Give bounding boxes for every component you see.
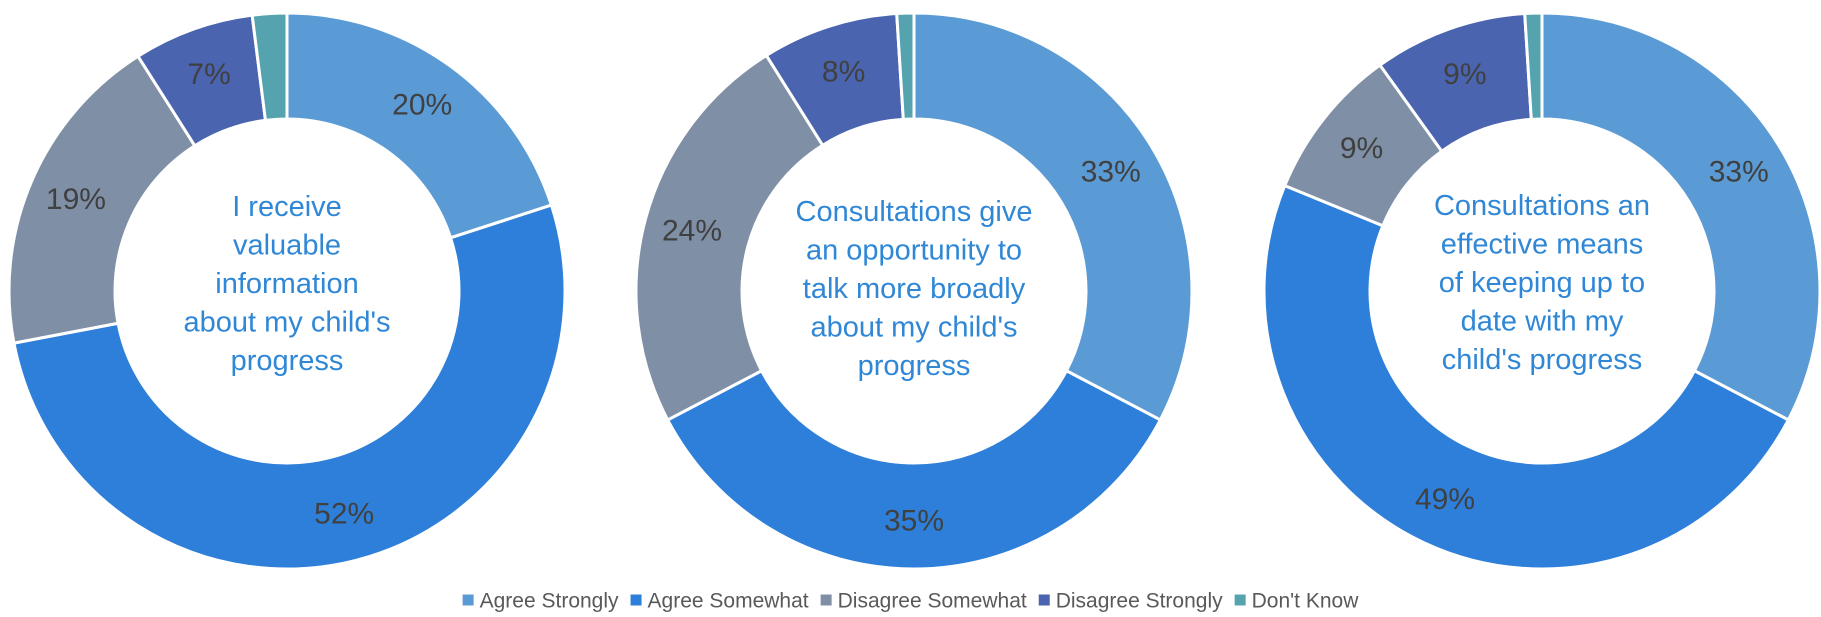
- legend-label: Don't Know: [1252, 590, 1360, 613]
- data-label: 35%: [884, 505, 944, 538]
- data-label: 24%: [662, 214, 722, 247]
- donut-center-title: Consultations an effective means of keepin…: [1434, 190, 1650, 376]
- donut-slice-agree-somewhat: [666, 369, 1162, 571]
- data-label: 20%: [392, 88, 452, 121]
- legend-item: Agree Strongly: [462, 590, 619, 613]
- donut-slice-agree-somewhat: [1262, 184, 1790, 571]
- donut-center-title: Consultations give an opportunity to talk …: [796, 196, 1033, 382]
- center-title-line: Consultations give: [796, 196, 1033, 228]
- center-title-line: I receive: [232, 191, 342, 223]
- center-title-line: progress: [858, 350, 971, 382]
- center-title-line: about my child's: [810, 312, 1017, 344]
- donut-chart-2: 33% 35% 24% 8% Consultations give an opportun…: [634, 11, 1194, 571]
- donut-slice-agree-strongly: [1540, 11, 1821, 422]
- legend-label: Disagree Somewhat: [838, 590, 1027, 613]
- data-label: 33%: [1709, 155, 1769, 188]
- donut-slice-disagree-somewhat: [7, 54, 197, 345]
- data-label: 19%: [46, 183, 106, 216]
- center-title-line: an opportunity to: [806, 235, 1022, 267]
- legend: Agree Strongly Agree Somewhat Disagree Som…: [462, 590, 1360, 613]
- legend-item: Disagree Somewhat: [820, 590, 1027, 613]
- donut-chart-1: 20% 52% 19% 7% I receive valuable information a…: [7, 11, 567, 571]
- data-label: 9%: [1443, 58, 1486, 91]
- legend-label: Disagree Strongly: [1056, 590, 1223, 613]
- donut-slice-agree-somewhat: [12, 203, 567, 571]
- data-label: 9%: [1340, 132, 1383, 165]
- data-label: 33%: [1081, 155, 1141, 188]
- legend-swatch: [1038, 594, 1050, 606]
- center-title-line: effective means: [1441, 229, 1644, 261]
- donut-slice-agree-strongly: [285, 11, 553, 240]
- center-title-line: about my child's: [183, 307, 390, 339]
- donut-slice-agree-strongly: [912, 11, 1194, 422]
- legend-swatch: [462, 594, 474, 606]
- center-title-line: Consultations an: [1434, 190, 1650, 222]
- donut-slice-don-t-know: [250, 11, 289, 122]
- legend-item: Agree Somewhat: [630, 590, 809, 613]
- donut-slice-don-t-know: [1523, 11, 1544, 121]
- center-title-line: progress: [231, 345, 344, 377]
- legend-label: Agree Somewhat: [648, 590, 809, 613]
- center-title-line: child's progress: [1442, 344, 1643, 376]
- donut-center-title: I receive valuable information about my chi…: [183, 191, 390, 377]
- legend-swatch: [630, 594, 642, 606]
- legend-swatch: [820, 594, 832, 606]
- center-title-line: valuable: [233, 230, 341, 262]
- legend-item: Disagree Strongly: [1038, 590, 1223, 613]
- legend-label: Agree Strongly: [480, 590, 619, 613]
- data-label: 7%: [187, 58, 230, 91]
- donut-slice-don-t-know: [895, 11, 916, 121]
- legend-swatch: [1234, 594, 1246, 606]
- center-title-line: date with my: [1461, 306, 1624, 338]
- donut-slice-disagree-somewhat: [634, 53, 825, 422]
- data-label: 52%: [314, 497, 374, 530]
- center-title-line: information: [215, 268, 358, 300]
- data-label: 49%: [1415, 483, 1475, 516]
- center-title-line: talk more broadly: [803, 273, 1026, 305]
- donut-chart-3: 33% 49% 9% 9% Consultations an effective mean…: [1262, 11, 1821, 571]
- legend-item: Don't Know: [1234, 590, 1360, 613]
- donuts-layer: 20% 52% 19% 7% I receive valuable information a…: [7, 11, 1821, 571]
- data-label: 8%: [822, 56, 865, 89]
- center-title-line: of keeping up to: [1439, 267, 1645, 299]
